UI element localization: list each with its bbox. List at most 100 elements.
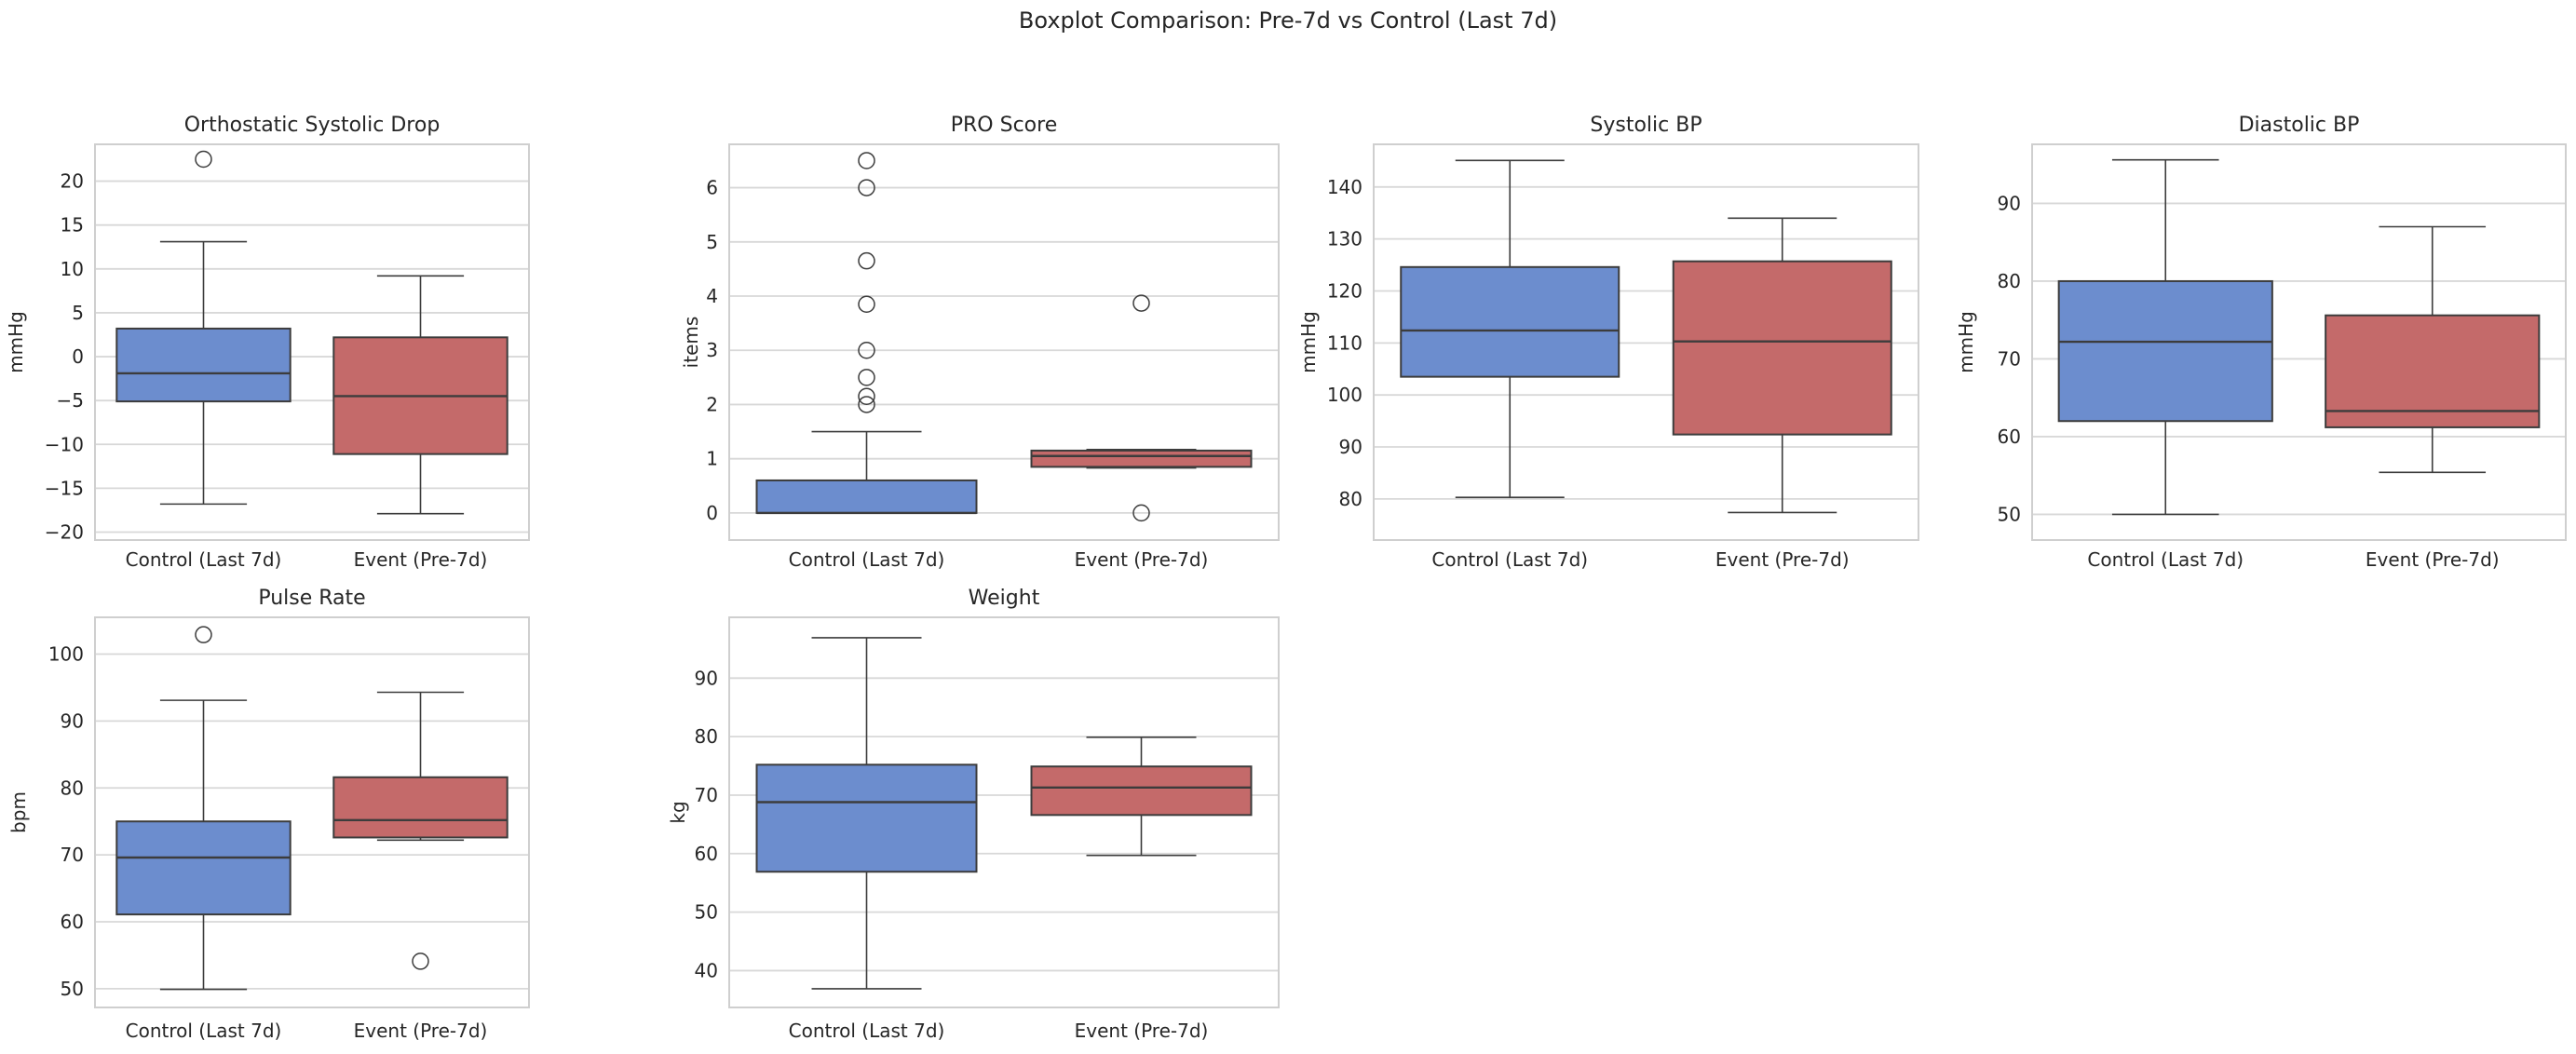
axes-border bbox=[2031, 143, 2567, 541]
y-tick-label: 50 bbox=[695, 901, 718, 924]
y-tick-label: 100 bbox=[48, 643, 84, 666]
outlier-point bbox=[858, 152, 875, 169]
y-tick-label: 0 bbox=[72, 345, 84, 368]
subplot-title: Systolic BP bbox=[1590, 114, 1702, 137]
subplot-title: Weight bbox=[969, 587, 1040, 610]
y-tick-label: 60 bbox=[695, 843, 718, 865]
y-tick-label: 5 bbox=[706, 231, 718, 253]
box-event-pulse-rate bbox=[332, 691, 508, 970]
y-axis-label: items bbox=[680, 317, 702, 369]
x-category-label: Control (Last 7d) bbox=[2087, 548, 2244, 571]
box-event-diastolic-bp bbox=[2325, 225, 2541, 474]
outlier-point bbox=[858, 369, 875, 386]
subplot-orthostatic-systolic-drop: Control (Last 7d) Event (Pre-7d) 20 15 10 5 0 −… bbox=[5, 114, 530, 571]
outlier-point bbox=[858, 251, 875, 270]
figure-title: Boxplot Comparison: Pre-7d vs Control (L… bbox=[1018, 7, 1558, 34]
y-tick-label: 140 bbox=[1327, 176, 1363, 198]
x-category-label: Control (Last 7d) bbox=[789, 1020, 945, 1042]
y-tick-label: 70 bbox=[695, 784, 718, 806]
axes-border bbox=[728, 143, 1280, 541]
y-tick-label: 50 bbox=[1998, 503, 2021, 525]
subplot-title: Pulse Rate bbox=[258, 587, 365, 610]
outlier-point bbox=[858, 341, 875, 359]
x-category-label: Event (Pre-7d) bbox=[1075, 1020, 1209, 1042]
y-tick-label: 80 bbox=[61, 777, 84, 799]
box-control-orthostatic-systolic-drop bbox=[115, 150, 291, 506]
x-category-label: Event (Pre-7d) bbox=[354, 1020, 488, 1042]
y-tick-label: 110 bbox=[1327, 331, 1363, 354]
outlier-point bbox=[858, 295, 875, 313]
outlier-point bbox=[1132, 504, 1150, 522]
y-tick-label: −20 bbox=[45, 521, 84, 544]
y-tick-label: 80 bbox=[695, 725, 718, 748]
outlier-point bbox=[195, 150, 212, 169]
y-tick-label: 0 bbox=[706, 502, 718, 524]
y-tick-label: 2 bbox=[706, 393, 718, 415]
y-tick-label: −5 bbox=[57, 389, 84, 412]
outlier-point bbox=[858, 387, 875, 405]
y-tick-label: 60 bbox=[61, 911, 84, 933]
y-tick-label: 50 bbox=[61, 978, 84, 1000]
y-tick-label: 120 bbox=[1327, 279, 1363, 302]
y-tick-label: 80 bbox=[1339, 488, 1363, 510]
y-tick-label: 1 bbox=[706, 448, 718, 470]
y-tick-label: 40 bbox=[695, 959, 718, 981]
subplot-pro-score: Control (Last 7d) Event (Pre-7d) 0 1 2 3 4 5 6 it… bbox=[680, 114, 1280, 571]
y-axis-label: mmHg bbox=[1297, 311, 1320, 373]
y-tick-label: 90 bbox=[695, 667, 718, 689]
outlier-point bbox=[412, 953, 429, 970]
box-control-systolic-bp bbox=[1400, 159, 1620, 499]
outlier-point bbox=[195, 626, 212, 643]
axes-border bbox=[94, 143, 530, 541]
box-control-weight bbox=[755, 637, 978, 990]
y-tick-label: 5 bbox=[72, 302, 84, 324]
outlier-point bbox=[1132, 294, 1150, 312]
y-tick-label: 130 bbox=[1327, 228, 1363, 250]
axes-border bbox=[1373, 143, 1919, 541]
box-event-orthostatic-systolic-drop bbox=[332, 275, 508, 515]
y-tick-label: 80 bbox=[1998, 270, 2021, 292]
subplot-diastolic-bp: Control (Last 7d) Event (Pre-7d) 90 80 70 60 5… bbox=[1955, 114, 2567, 571]
subplot-title: Orthostatic Systolic Drop bbox=[184, 114, 441, 137]
x-category-label: Event (Pre-7d) bbox=[1075, 548, 1209, 571]
box-event-pro-score bbox=[1030, 294, 1253, 522]
x-category-label: Control (Last 7d) bbox=[1431, 548, 1588, 571]
y-axis-label: kg bbox=[667, 801, 689, 823]
y-tick-label: −15 bbox=[45, 477, 84, 499]
y-tick-label: 15 bbox=[61, 214, 84, 236]
y-tick-label: 90 bbox=[1998, 192, 2021, 214]
y-tick-label: 4 bbox=[706, 285, 718, 307]
x-category-label: Event (Pre-7d) bbox=[354, 548, 488, 571]
x-category-label: Control (Last 7d) bbox=[126, 1020, 282, 1042]
y-axis-label: mmHg bbox=[5, 311, 27, 373]
box-control-pro-score bbox=[755, 152, 978, 515]
subplot-pulse-rate: Control (Last 7d) Event (Pre-7d) 100 90 80 70… bbox=[7, 587, 530, 1042]
subplot-systolic-bp: Control (Last 7d) Event (Pre-7d) 140 130 120… bbox=[1297, 114, 1919, 571]
box-event-systolic-bp bbox=[1672, 217, 1892, 514]
subplot-weight: Control (Last 7d) Event (Pre-7d) 90 80 70 60 5… bbox=[667, 587, 1280, 1042]
y-tick-label: 10 bbox=[61, 258, 84, 280]
x-category-label: Event (Pre-7d) bbox=[1715, 548, 1850, 571]
y-tick-label: 70 bbox=[1998, 347, 2021, 370]
y-tick-label: 60 bbox=[1998, 426, 2021, 448]
y-tick-label: −10 bbox=[45, 433, 84, 455]
y-tick-label: 100 bbox=[1327, 384, 1363, 406]
axes-border bbox=[94, 616, 530, 1008]
y-tick-label: 70 bbox=[61, 844, 84, 866]
box-control-diastolic-bp bbox=[2057, 158, 2273, 516]
y-tick-label: 20 bbox=[61, 170, 84, 193]
box-event-weight bbox=[1030, 736, 1253, 857]
box-control-pulse-rate bbox=[115, 626, 291, 991]
subplot-title: Diastolic BP bbox=[2239, 114, 2360, 137]
y-axis-label: mmHg bbox=[1955, 311, 1977, 373]
axes-border bbox=[728, 616, 1280, 1008]
y-tick-label: 90 bbox=[61, 709, 84, 732]
x-category-label: Event (Pre-7d) bbox=[2366, 548, 2500, 571]
outlier-point bbox=[858, 179, 875, 196]
y-tick-label: 3 bbox=[706, 339, 718, 361]
y-tick-label: 90 bbox=[1339, 436, 1363, 458]
subplot-title: PRO Score bbox=[951, 114, 1057, 137]
y-axis-label: bpm bbox=[7, 791, 30, 833]
